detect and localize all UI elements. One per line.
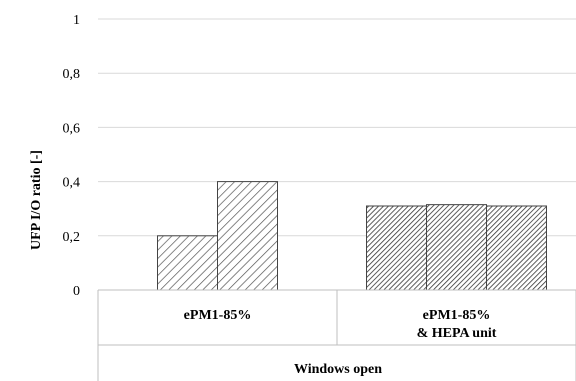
y-tick-label: 0,2 <box>63 230 81 245</box>
y-tick-label: 0,4 <box>63 176 81 191</box>
bar <box>486 205 547 291</box>
x-category-label: ePM1-85% <box>184 308 252 323</box>
x-category-label: & HEPA unit <box>417 326 497 341</box>
y-tick-labels: 0 0,2 0,4 0,6 0,8 1 <box>63 13 81 299</box>
x-category-label: ePM1-85% <box>423 308 491 323</box>
y-tick-label: 1 <box>73 13 80 28</box>
y-tick-label: 0,6 <box>63 121 81 136</box>
bar <box>426 204 487 291</box>
y-tick-label: 0,8 <box>63 67 81 82</box>
y-axis-title: UFP I/O ratio [-] <box>29 150 44 250</box>
bar <box>217 181 278 291</box>
bar <box>366 205 427 291</box>
gridlines <box>98 18 576 237</box>
x-axis: ePM1-85% ePM1-85% & HEPA unit <box>97 289 576 381</box>
x-group-label: Windows open <box>294 362 382 377</box>
bar <box>157 235 218 291</box>
y-tick-label: 0 <box>73 284 80 299</box>
bars <box>157 181 547 291</box>
